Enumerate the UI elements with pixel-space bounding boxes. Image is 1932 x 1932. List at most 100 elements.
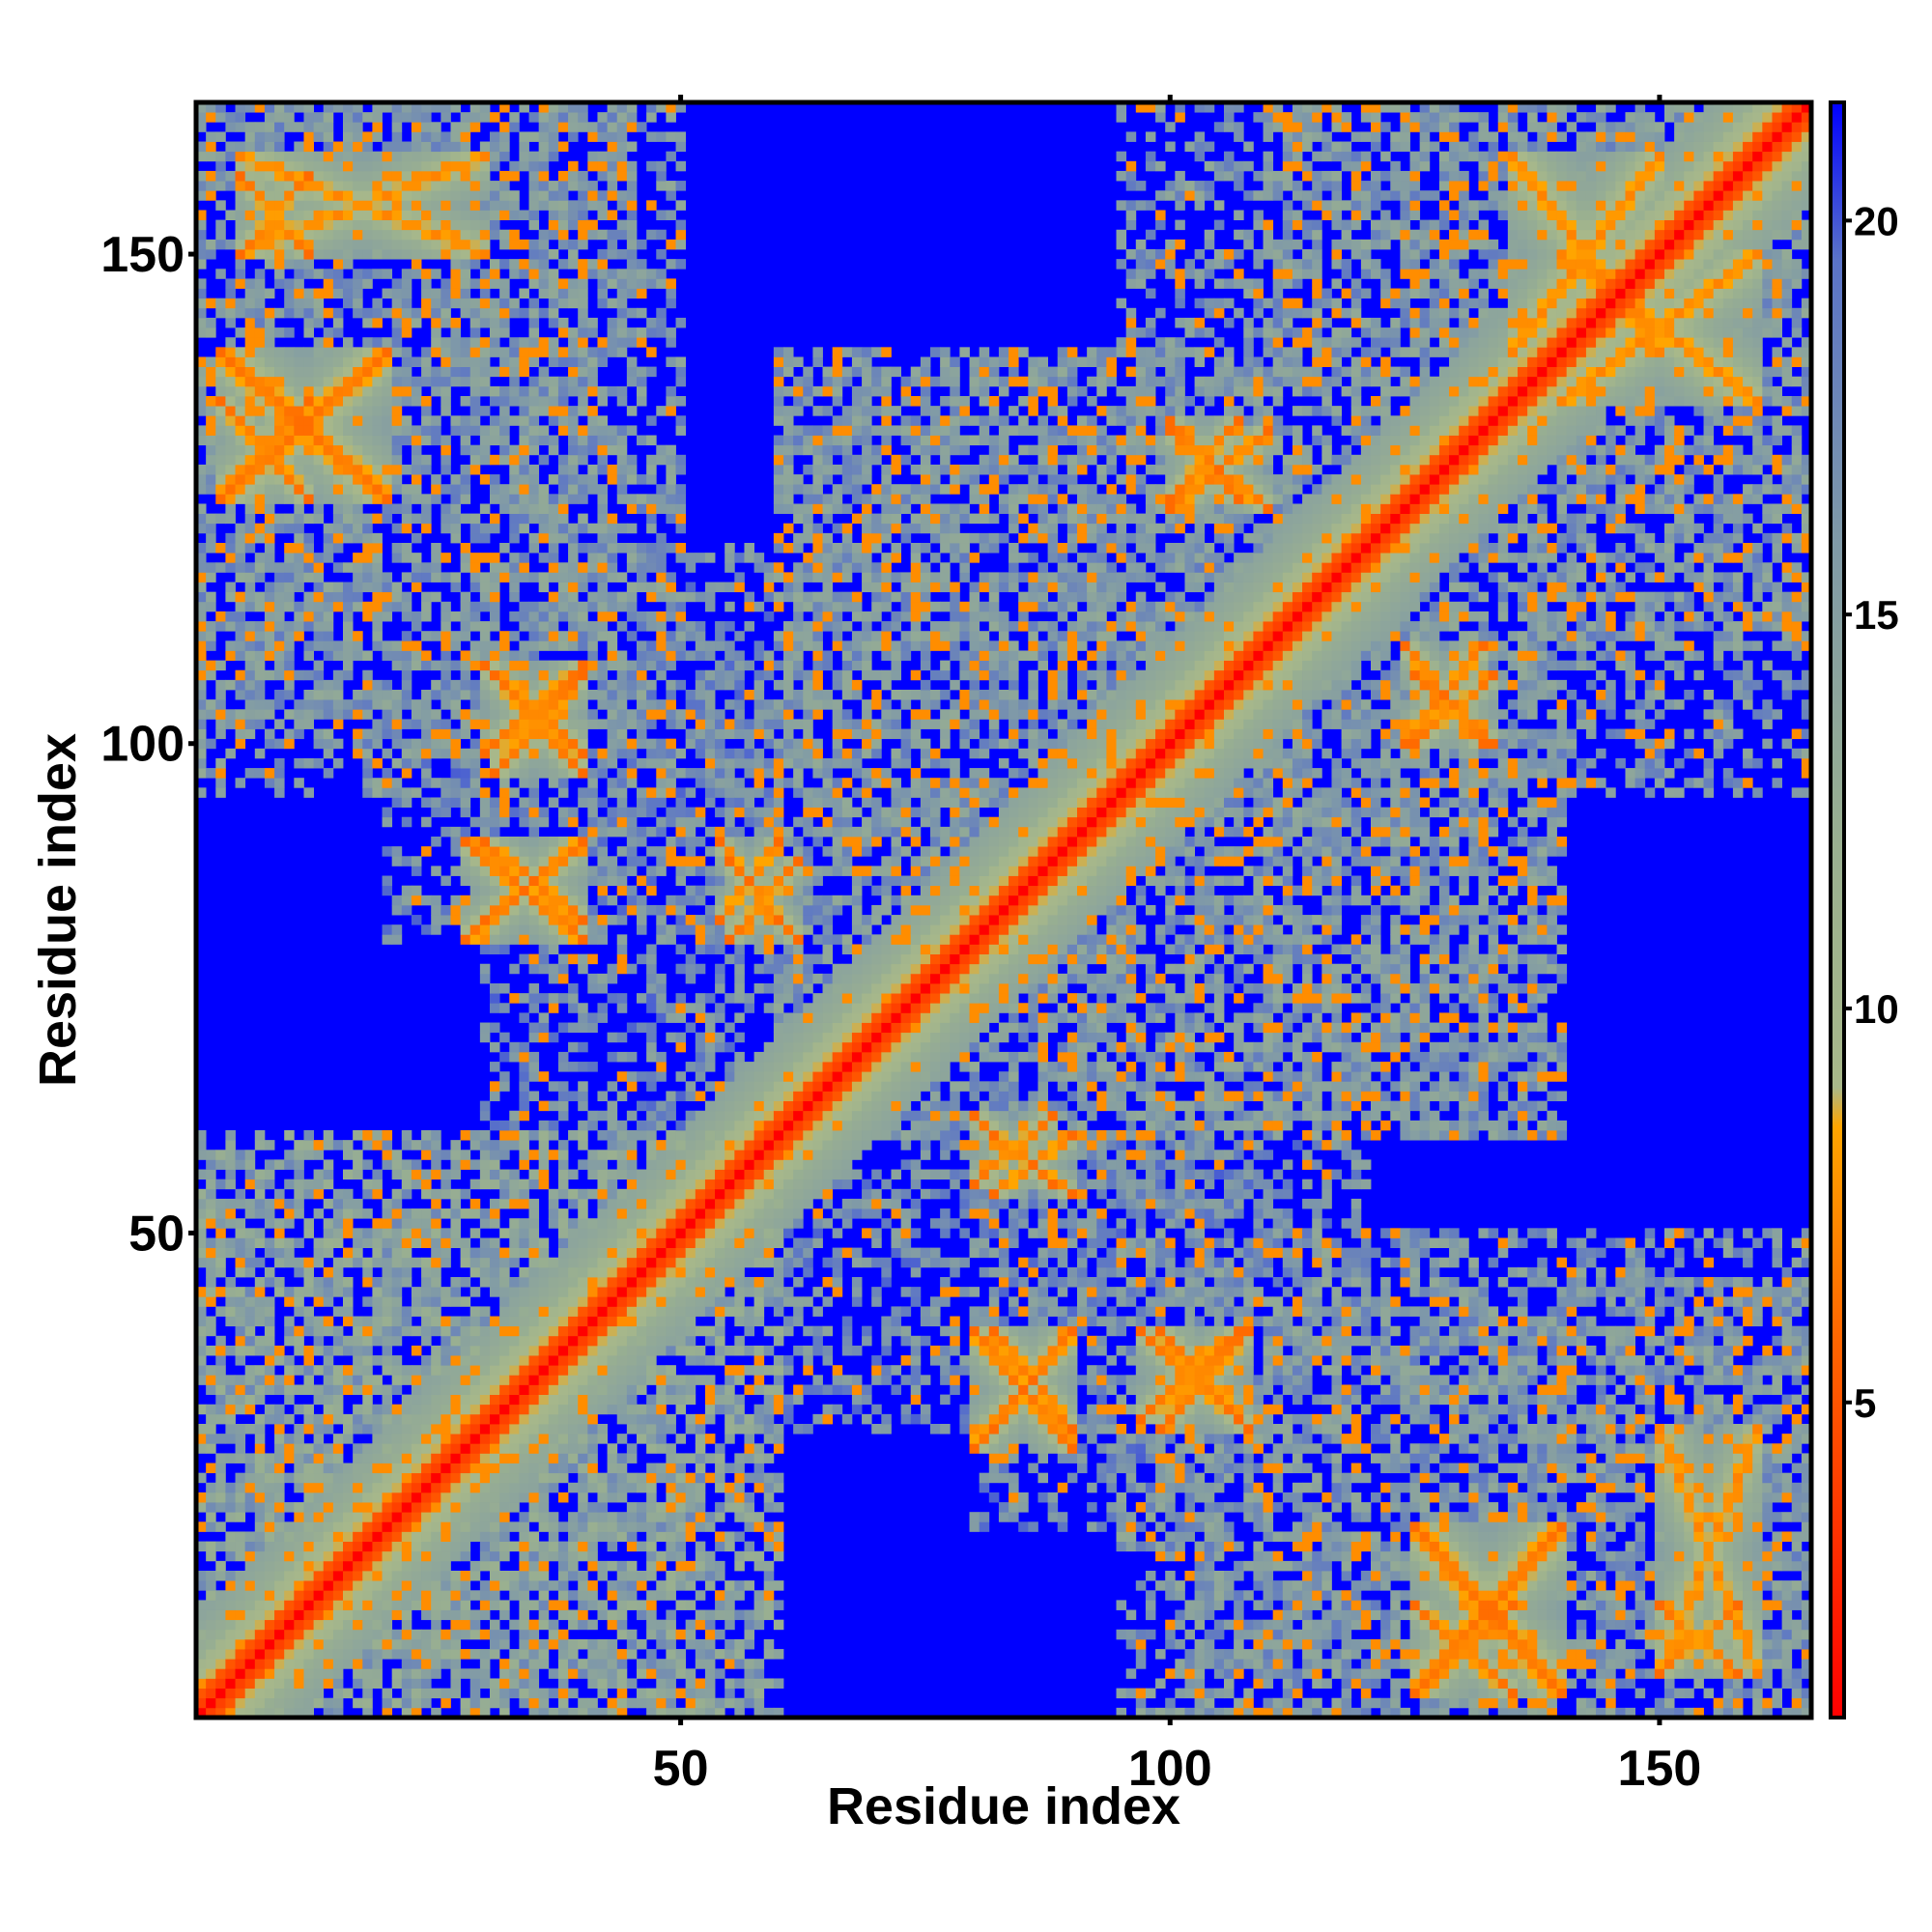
heatmap-cell	[460, 376, 471, 387]
heatmap-cell	[548, 543, 559, 554]
heatmap-cell	[597, 553, 608, 563]
heatmap-cell	[382, 484, 393, 495]
heatmap-cell	[391, 1208, 403, 1219]
heatmap-cell	[382, 1521, 393, 1532]
heatmap-cell	[450, 1198, 461, 1209]
heatmap-cell	[411, 1502, 422, 1513]
heatmap-cell	[284, 406, 295, 416]
heatmap-cell	[431, 435, 441, 446]
heatmap-cell	[490, 983, 500, 994]
heatmap-cell	[401, 904, 412, 916]
heatmap-cell	[479, 1560, 491, 1572]
heatmap-cell	[450, 229, 461, 241]
heatmap-cell	[411, 1453, 422, 1463]
heatmap-cell	[215, 1159, 226, 1170]
heatmap-cell	[568, 846, 579, 857]
heatmap-cell	[499, 1179, 510, 1190]
heatmap-cell	[313, 1394, 325, 1406]
heatmap-cell	[196, 239, 207, 250]
heatmap-cell	[274, 1482, 285, 1493]
heatmap-cell	[244, 1247, 256, 1259]
heatmap-cell	[391, 376, 403, 387]
heatmap-cell	[587, 1012, 598, 1023]
heatmap-cell	[284, 631, 295, 641]
heatmap-cell	[303, 385, 314, 397]
heatmap-cell	[235, 278, 246, 289]
heatmap-cell	[519, 640, 529, 651]
heatmap-cell	[479, 856, 491, 867]
heatmap-cell	[587, 1306, 598, 1317]
heatmap-cell	[538, 1404, 550, 1415]
heatmap-cell	[587, 875, 598, 887]
heatmap-cell	[401, 611, 412, 622]
heatmap-cell	[372, 1335, 383, 1347]
heatmap-cell	[362, 170, 373, 182]
heatmap-cell	[254, 631, 266, 641]
heatmap-cell	[401, 298, 412, 309]
heatmap-cell	[450, 1531, 461, 1542]
heatmap-cell	[597, 846, 608, 857]
heatmap-cell	[616, 993, 628, 1004]
heatmap-cell	[353, 474, 363, 485]
heatmap-cell	[578, 1345, 588, 1356]
heatmap-cell	[519, 690, 529, 700]
heatmap-cell	[557, 327, 569, 338]
heatmap-cell	[450, 513, 461, 525]
heatmap-cell	[490, 1198, 500, 1209]
heatmap-cell	[284, 356, 295, 367]
heatmap-cell	[264, 591, 275, 603]
heatmap-cell	[490, 474, 500, 485]
heatmap-cell	[460, 611, 471, 622]
heatmap-cell	[509, 562, 520, 573]
heatmap-cell	[215, 690, 226, 700]
heatmap-cell	[616, 1051, 628, 1063]
heatmap-cell	[557, 1688, 569, 1699]
heatmap-cell	[499, 709, 510, 720]
heatmap-cell	[538, 1100, 550, 1112]
heatmap-cell	[353, 748, 363, 759]
heatmap-cell	[578, 768, 588, 779]
heatmap-cell	[469, 210, 481, 220]
heatmap-cell	[235, 1531, 246, 1542]
heatmap-cell	[294, 1266, 304, 1278]
heatmap-cell	[490, 1062, 500, 1072]
heatmap-cell	[587, 690, 598, 700]
heatmap-cell	[519, 669, 529, 681]
heatmap-cell	[264, 709, 275, 720]
heatmap-cell	[431, 317, 441, 328]
heatmap-cell	[284, 1521, 295, 1532]
heatmap-cell	[254, 170, 266, 182]
heatmap-cell	[557, 1150, 569, 1160]
heatmap-cell	[557, 112, 569, 123]
heatmap-cell	[225, 1571, 236, 1581]
heatmap-cell	[587, 425, 598, 436]
heatmap-cell	[499, 1629, 510, 1640]
heatmap-cell	[509, 1365, 520, 1376]
heatmap-cell	[244, 366, 256, 378]
heatmap-cell	[538, 1413, 550, 1425]
heatmap-cell	[244, 699, 256, 710]
heatmap-cell	[519, 1531, 529, 1542]
heatmap-cell	[479, 924, 491, 935]
heatmap-cell	[421, 1541, 432, 1552]
heatmap-cell	[353, 1228, 363, 1238]
heatmap-cell	[528, 239, 540, 250]
heatmap-cell	[490, 1266, 500, 1278]
heatmap-cell	[353, 591, 363, 603]
heatmap-cell	[244, 1375, 256, 1385]
heatmap-cell	[519, 1012, 529, 1023]
heatmap-cell	[343, 601, 354, 612]
heatmap-cell	[244, 219, 256, 231]
heatmap-cell	[391, 298, 403, 309]
heatmap-cell	[225, 1580, 236, 1591]
heatmap-cell	[401, 181, 412, 191]
heatmap-cell	[244, 131, 256, 142]
heatmap-cell	[206, 523, 216, 534]
heatmap-cell	[479, 934, 491, 945]
heatmap-cell	[440, 160, 451, 172]
heatmap-cell	[431, 1512, 441, 1522]
heatmap-cell	[313, 1365, 325, 1376]
heatmap-cell	[519, 1100, 529, 1112]
heatmap-cell	[225, 1453, 236, 1463]
heatmap-cell	[372, 1571, 383, 1581]
